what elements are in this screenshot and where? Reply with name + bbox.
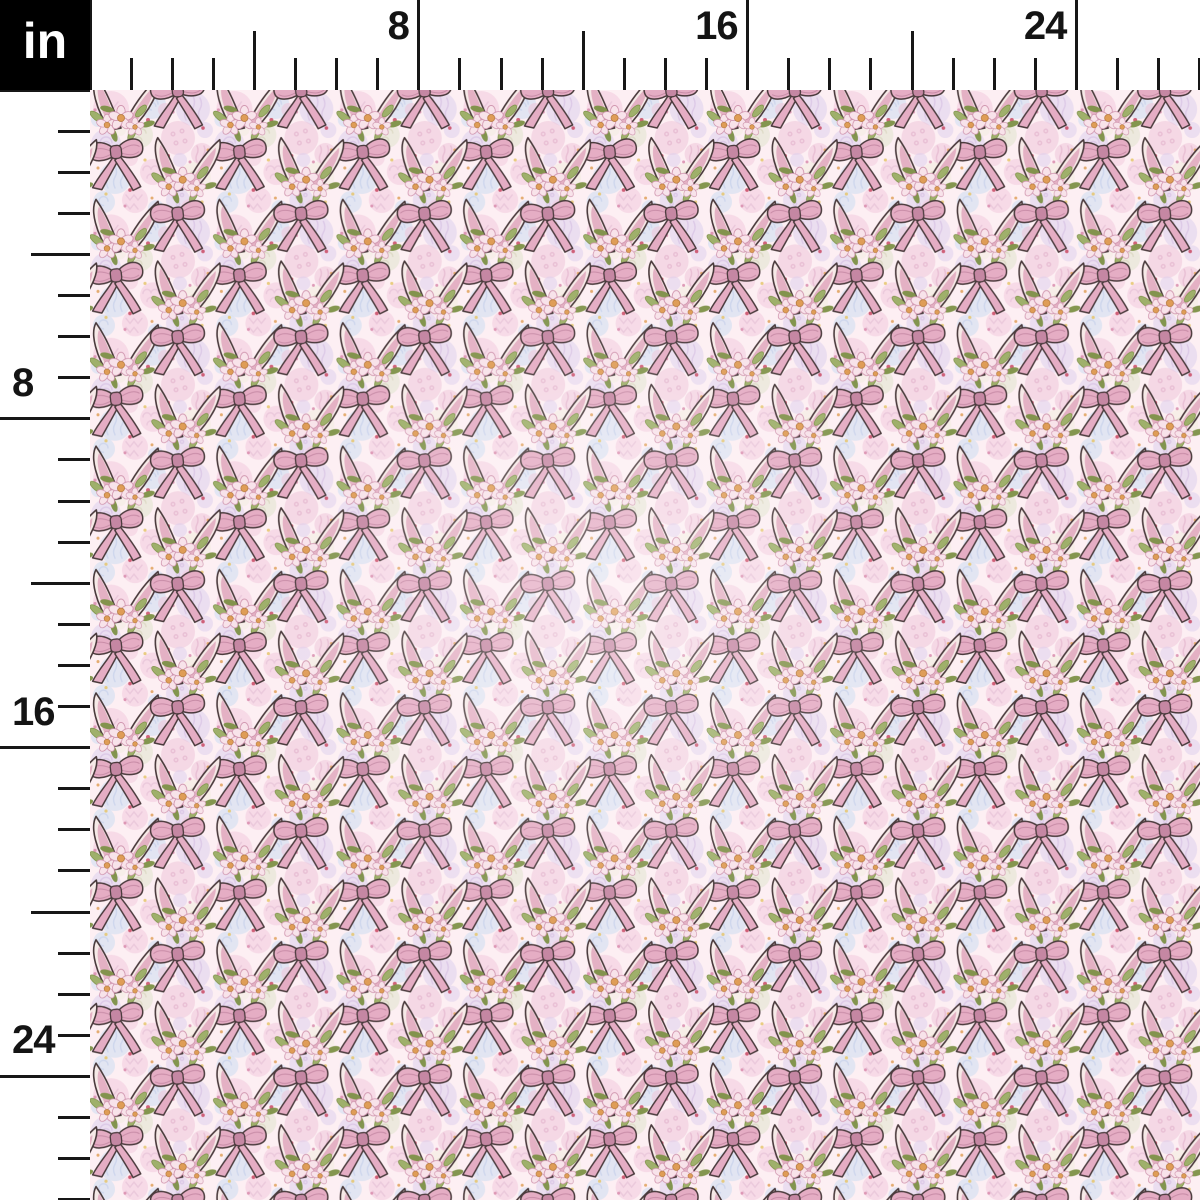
top-ruler-tick-18 — [828, 58, 832, 90]
left-ruler-tick-27 — [58, 1198, 90, 1200]
left-ruler-tick-6 — [58, 335, 90, 339]
left-ruler-tick-14 — [58, 663, 90, 667]
top-ruler-tick-3 — [211, 58, 215, 90]
left-ruler: 8 16 24 — [0, 0, 90, 1200]
top-ruler-tick-8 — [417, 0, 421, 90]
left-ruler-label-8: 8 — [12, 360, 34, 405]
left-ruler-tick-22 — [58, 992, 90, 996]
top-ruler-tick-7 — [376, 58, 380, 90]
top-ruler-tick-5 — [294, 58, 297, 90]
top-ruler-label-16: 16 — [695, 4, 738, 48]
top-ruler-tick-25 — [1116, 58, 1119, 90]
unit-label: in — [22, 13, 68, 69]
left-ruler-tick-25 — [58, 1116, 90, 1119]
top-ruler-tick-13 — [622, 58, 626, 90]
top-ruler-tick-9 — [458, 58, 462, 90]
top-ruler-tick-0 — [88, 0, 92, 90]
left-ruler-tick-26 — [58, 1157, 90, 1161]
top-ruler-tick-10 — [499, 58, 503, 90]
fabric-swatch — [90, 90, 1200, 1200]
left-ruler-tick-24 — [0, 1074, 90, 1078]
left-ruler-tick-10 — [58, 499, 90, 503]
top-ruler-tick-17 — [787, 58, 791, 90]
left-ruler-label-24: 24 — [12, 1018, 55, 1063]
top-ruler-tick-26 — [1157, 58, 1161, 90]
top-ruler-tick-23 — [1033, 58, 1037, 90]
top-ruler-tick-2 — [170, 58, 174, 90]
top-ruler-tick-16 — [746, 0, 750, 90]
top-ruler: 8 16 24 — [0, 0, 1200, 90]
top-ruler-label-24: 24 — [1023, 4, 1067, 48]
top-ruler-tick-21 — [951, 58, 955, 90]
left-ruler-tick-12 — [31, 581, 90, 585]
left-ruler-label-16: 16 — [12, 689, 55, 734]
top-ruler-label-8: 8 — [387, 4, 410, 48]
left-ruler-tick-9 — [58, 458, 90, 462]
left-ruler-tick-1 — [58, 129, 90, 133]
top-ruler-tick-15 — [705, 58, 708, 90]
top-ruler-tick-6 — [335, 58, 339, 90]
top-ruler-tick-19 — [869, 58, 873, 90]
top-ruler-tick-11 — [540, 58, 544, 90]
top-ruler-tick-14 — [663, 58, 667, 90]
left-ruler-tick-2 — [58, 170, 90, 174]
left-ruler-tick-7 — [58, 376, 90, 380]
top-ruler-tick-4 — [252, 31, 256, 90]
left-ruler-tick-11 — [58, 540, 90, 544]
unit-label-box: in — [0, 0, 90, 90]
left-ruler-tick-17 — [58, 787, 90, 791]
left-ruler-tick-20 — [31, 910, 90, 914]
top-ruler-tick-20 — [910, 31, 914, 90]
left-ruler-tick-8 — [0, 417, 90, 421]
left-ruler-tick-18 — [58, 828, 90, 832]
left-ruler-tick-3 — [58, 211, 90, 215]
top-ruler-tick-22 — [992, 58, 996, 90]
left-ruler-tick-4 — [31, 252, 90, 256]
left-ruler-tick-0 — [0, 88, 90, 92]
left-ruler-tick-19 — [58, 869, 90, 873]
left-ruler-tick-15 — [58, 705, 90, 708]
top-ruler-tick-1 — [129, 58, 133, 90]
left-ruler-tick-16 — [0, 746, 90, 750]
top-ruler-tick-12 — [581, 31, 585, 90]
top-ruler-tick-27 — [1198, 58, 1200, 90]
left-ruler-tick-13 — [58, 622, 90, 626]
top-ruler-tick-24 — [1074, 0, 1078, 90]
left-ruler-tick-21 — [58, 951, 90, 955]
left-ruler-tick-5 — [58, 294, 90, 297]
left-ruler-tick-23 — [58, 1033, 90, 1037]
